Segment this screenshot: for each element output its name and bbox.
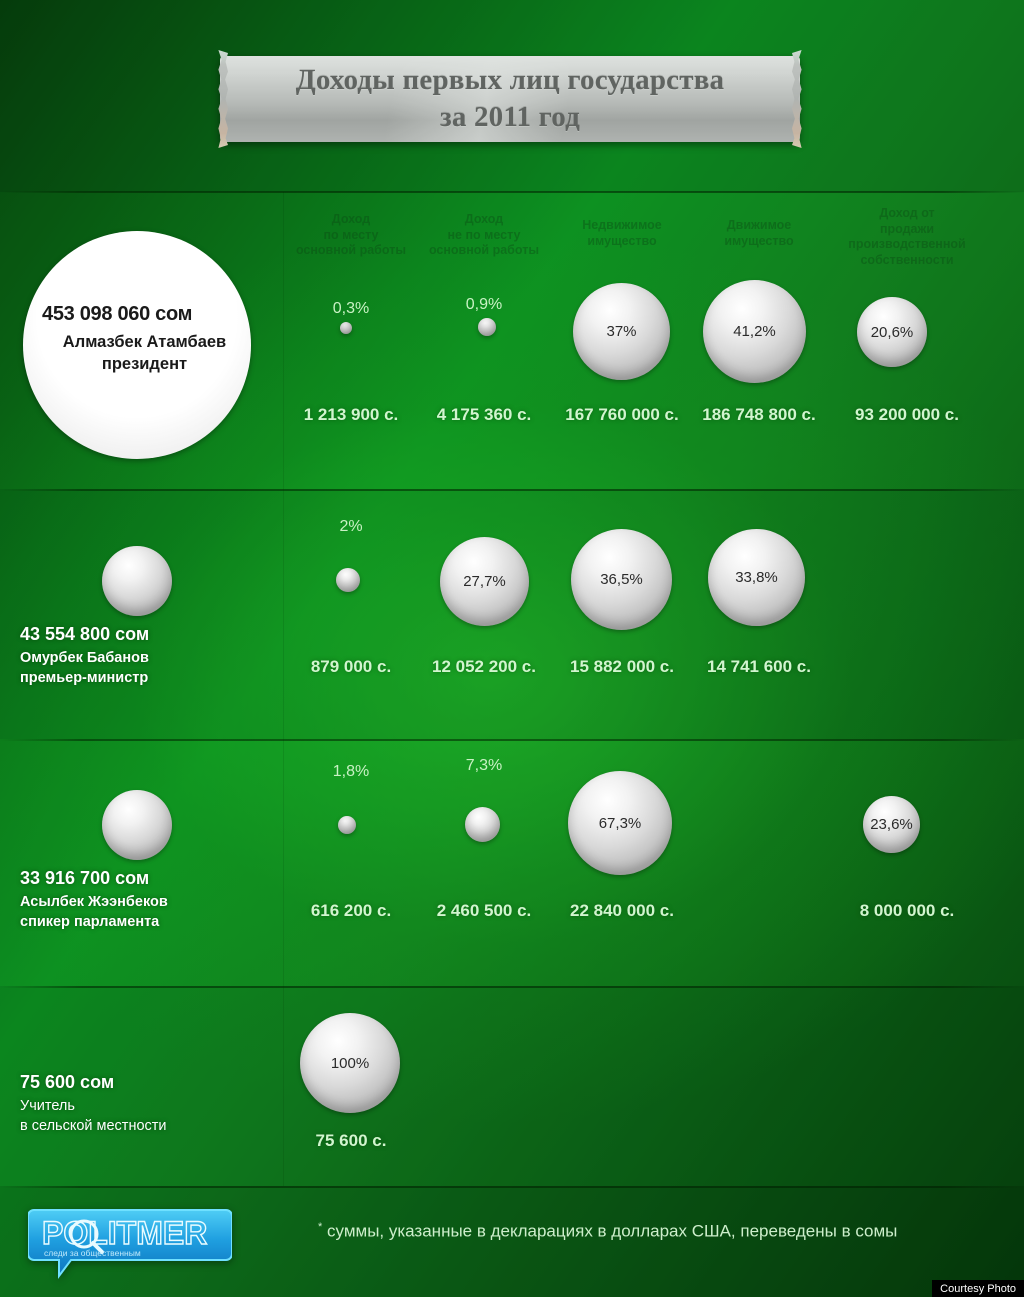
svg-text:следи за общественным: следи за общественным (44, 1248, 141, 1258)
svg-text:POLITMER: POLITMER (42, 1215, 207, 1251)
